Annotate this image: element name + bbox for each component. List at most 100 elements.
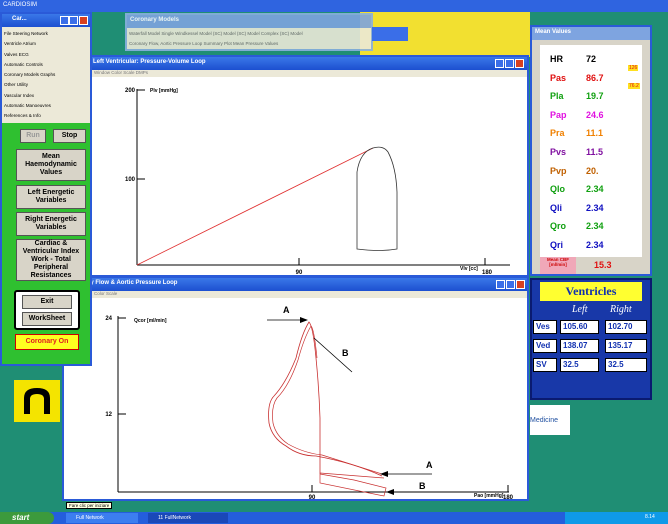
flow-loop-b (272, 325, 387, 497)
x-tick-label: 180 (482, 270, 493, 275)
value: 2.34 (586, 184, 604, 195)
column-header: Right (610, 304, 632, 315)
x-axis-label: Pao [mmHg] (474, 493, 504, 499)
value-label: Pas (550, 72, 567, 83)
column-header: Left (572, 304, 588, 315)
pv-loop (356, 146, 398, 251)
panel-button[interactable]: Left Energetic Variables (16, 185, 86, 209)
app-title: CARDIOSIM (3, 2, 38, 8)
panel-button[interactable]: Mean Haemodynamic Values (16, 149, 86, 181)
value-label: Qro (550, 221, 567, 232)
value-label: HR (550, 54, 563, 64)
menu-item[interactable]: Coronary Models Graphs (4, 72, 56, 78)
elastance-line (136, 147, 374, 266)
tooltip: Fare clic per iniziare (66, 502, 113, 509)
values-panel: HR 72 Pas 86.7 Pla 19.7 Pap 24.6 Pra 11.1 Pvs 11.5 P… (540, 45, 642, 257)
menu-item[interactable]: References & Info (4, 113, 41, 119)
pas-max: 126 (628, 65, 639, 71)
coronary-status: Coronary On (15, 334, 79, 350)
pas-min: 76.2 (628, 83, 640, 89)
menu-item[interactable]: Other Utility (4, 82, 28, 88)
task-item[interactable]: 11 FullNetwork (148, 513, 228, 523)
minimize[interactable] (496, 280, 505, 289)
value: 2.34 (586, 202, 604, 213)
y-axis-label: Qcor [ml/min] (134, 318, 167, 324)
window-title: Coronary Models (127, 15, 371, 28)
row-label: Ves (533, 320, 557, 334)
top-strip (0, 0, 668, 12)
run-button[interactable]: Run (20, 129, 46, 143)
flow-plot: 24 12 90 180 Qcor [ml/min] Pao [mmHg] A … (64, 298, 527, 499)
cbf-label: Mean CBF [ml/min] (540, 257, 576, 274)
window-title: Left Ventricular: Pressure-Volume Loop (90, 57, 527, 70)
clock: 8.14 (645, 514, 655, 520)
mean-values-window: Mean Values HR 72 Pas 86.7 Pla 19.7 Pap 24.6 Pra… (530, 25, 652, 276)
panel-button[interactable]: Cardiac & Ventricular Index Work - Total… (16, 239, 86, 281)
menu: File Steering Network Ventricle Atrium Val… (2, 27, 90, 123)
menu-item[interactable]: Automatic Manoeuvres (4, 103, 51, 109)
menu-item[interactable]: File Steering Network (4, 31, 48, 36)
value-label: Qli (550, 202, 563, 213)
annotation: A (426, 460, 433, 470)
menu[interactable]: Color Scale (94, 291, 118, 296)
menu-item[interactable]: Automatic Controls (4, 61, 43, 67)
worksheet-button[interactable]: WorkSheet (22, 312, 72, 326)
minimize[interactable] (495, 59, 504, 68)
stop-button[interactable]: Stop (53, 129, 86, 143)
maximize[interactable] (69, 16, 78, 25)
cf-window: Coronary Flow & Aortic Pressure Loop Col… (62, 276, 529, 501)
window-controls (372, 27, 408, 41)
minimize[interactable] (60, 16, 69, 25)
arrow-head (380, 471, 388, 477)
menu-item[interactable]: Vascular Index (4, 92, 35, 98)
annotation: B (419, 481, 426, 491)
ventricles-panel: Ventricles Left Right Ves 105.60 102.70 Ved 13… (530, 278, 652, 400)
value-label: Qlo (550, 184, 565, 195)
close[interactable] (516, 280, 525, 289)
close[interactable] (515, 59, 524, 68)
row-label: Ved (533, 339, 557, 353)
arrow (313, 337, 353, 373)
value-label: Pvs (550, 147, 567, 157)
exit-button[interactable]: Exit (22, 295, 72, 309)
value-label: Pla (550, 91, 564, 102)
menu[interactable]: Window Color Scale DMPs (94, 70, 149, 75)
window-title: Coronary Flow & Aortic Pressure Loop (64, 278, 527, 291)
right-value: 102.70 (605, 320, 647, 334)
y-tick-label: 100 (125, 177, 136, 183)
x-tick-label: 90 (309, 495, 316, 499)
menu-item[interactable]: Ventricle Atrium (4, 41, 36, 47)
value-label: Qri (550, 240, 564, 250)
value: 11.5 (586, 147, 604, 157)
left-value: 105.60 (560, 320, 599, 334)
flow-loop-a (268, 321, 383, 477)
menu-item[interactable]: Coronary Flow, Aortic Pressure Loop Summ… (129, 41, 279, 46)
main-panel: Car... File Steering Network Ventricle At… (0, 12, 92, 366)
maximize[interactable] (505, 59, 514, 68)
task-item[interactable]: Full Network (66, 513, 138, 523)
close[interactable] (79, 16, 88, 25)
right-value: 135.17 (605, 339, 647, 353)
row-label: SV (533, 358, 557, 372)
annotation: A (283, 305, 290, 315)
panel-button[interactable]: Right Energetic Variables (16, 212, 86, 236)
sheet-box: Exit WorkSheet (14, 290, 80, 330)
y-tick-label: 200 (125, 88, 136, 94)
x-axis-label: Vlv [cc] (460, 266, 478, 272)
value: 20. (586, 165, 599, 176)
button-group: Mean Haemodynamic Values Left Energetic V… (2, 14, 90, 314)
start-button[interactable]: start (0, 512, 54, 524)
maximize[interactable] (506, 280, 515, 289)
cbf-value: 15.3 (594, 260, 612, 270)
menu: Waterfall Model Single Windkessel Model … (129, 29, 369, 49)
menu-item[interactable]: Waterfall Model Single Windkessel Model … (129, 31, 303, 36)
menu-item[interactable]: Valves ECG (4, 51, 29, 57)
ventricles-title: Ventricles (540, 282, 642, 301)
value: 2.34 (586, 240, 604, 250)
y-axis-label: Plv [mmHg] (150, 88, 178, 94)
value: 2.34 (586, 221, 604, 232)
arrow-head (386, 489, 394, 495)
cnr-logo (14, 380, 60, 422)
window-title: Mean Values (532, 27, 650, 40)
